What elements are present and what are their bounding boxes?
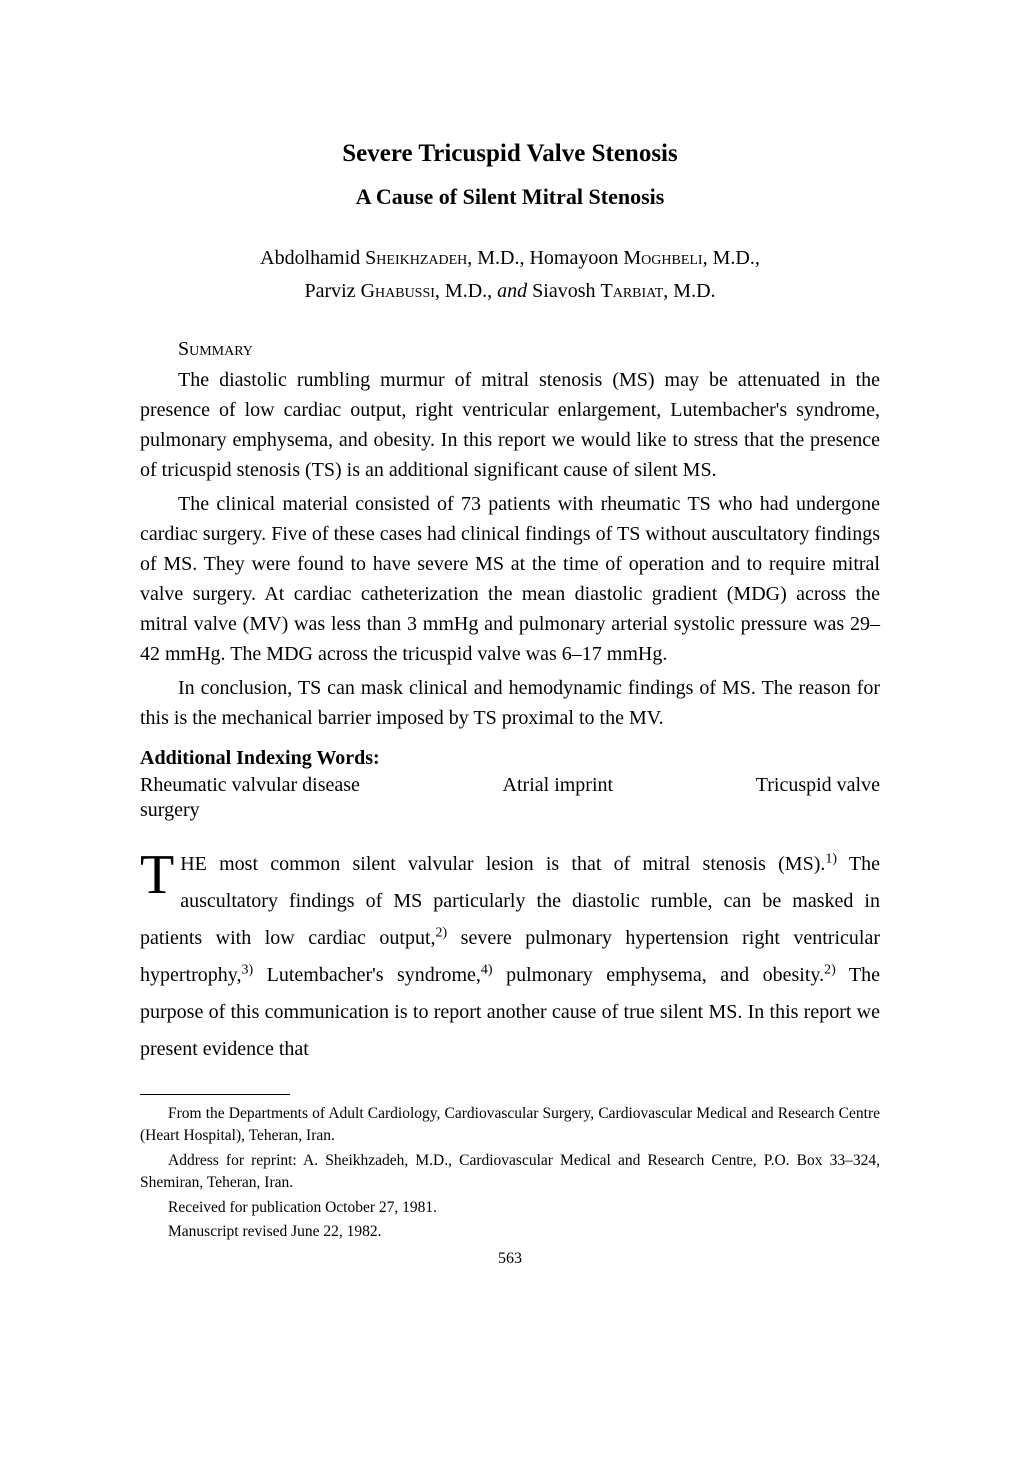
indexing-word: Rheumatic valvular disease <box>140 774 360 797</box>
indexing-heading: Additional Indexing Words: <box>140 747 880 770</box>
indexing-words-row: Rheumatic valvular disease Atrial imprin… <box>140 774 880 797</box>
body-paragraph: THE most common silent valvular lesion i… <box>140 846 880 1068</box>
page-number: 563 <box>140 1250 880 1268</box>
summary-paragraph: The diastolic rumbling murmur of mitral … <box>140 365 880 485</box>
author-text: , M.D. <box>663 280 715 302</box>
paper-page: Severe Tricuspid Valve Stenosis A Cause … <box>0 0 1020 1308</box>
citation-sup: 3) <box>241 962 253 977</box>
author-text: Parviz <box>304 280 360 302</box>
indexing-word: Tricuspid valve <box>756 774 880 797</box>
citation-sup: 2) <box>436 925 448 940</box>
indexing-word: surgery <box>140 799 880 822</box>
footnote-block: From the Departments of Adult Cardiology… <box>140 1103 880 1244</box>
author-text: Siavosh <box>527 280 600 302</box>
footnote-line: Address for reprint: A. Sheikhzadeh, M.D… <box>140 1150 880 1195</box>
authors-block: Abdolhamid Sheikhzadeh, M.D., Homayoon M… <box>140 242 880 308</box>
citation-sup: 1) <box>825 851 837 866</box>
author-and: and <box>497 280 527 302</box>
author-text: , M.D., <box>435 280 497 302</box>
author-text: Abdolhamid <box>260 247 365 269</box>
summary-paragraph: The clinical material consisted of 73 pa… <box>140 489 880 669</box>
author-surname: Sheikhzadeh <box>365 247 467 269</box>
body-text-run: Lutembacher's syndrome, <box>253 964 481 986</box>
footnote-line: From the Departments of Adult Cardiology… <box>140 1103 880 1148</box>
footnote-line: Manuscript revised June 22, 1982. <box>140 1221 880 1243</box>
footnote-rule <box>140 1094 290 1095</box>
author-text: , M.D., <box>703 247 760 269</box>
indexing-word: Atrial imprint <box>503 774 614 797</box>
citation-sup: 2) <box>824 962 836 977</box>
author-surname: Moghbeli <box>623 247 702 269</box>
paper-subtitle: A Cause of Silent Mitral Stenosis <box>140 184 880 210</box>
summary-paragraph: In conclusion, TS can mask clinical and … <box>140 673 880 733</box>
body-text-run: pulmonary emphysema, and obesity. <box>493 964 825 986</box>
footnote-line: Received for publication October 27, 198… <box>140 1197 880 1219</box>
dropcap: T <box>140 846 180 900</box>
citation-sup: 4) <box>481 962 493 977</box>
summary-heading: Summary <box>178 338 880 361</box>
author-surname: Ghabussi <box>361 280 435 302</box>
body-text-run: HE most common silent valvular lesion is… <box>180 853 825 875</box>
paper-title: Severe Tricuspid Valve Stenosis <box>140 140 880 168</box>
author-surname: Tarbiat <box>601 280 664 302</box>
author-text: , M.D., Homayoon <box>467 247 623 269</box>
